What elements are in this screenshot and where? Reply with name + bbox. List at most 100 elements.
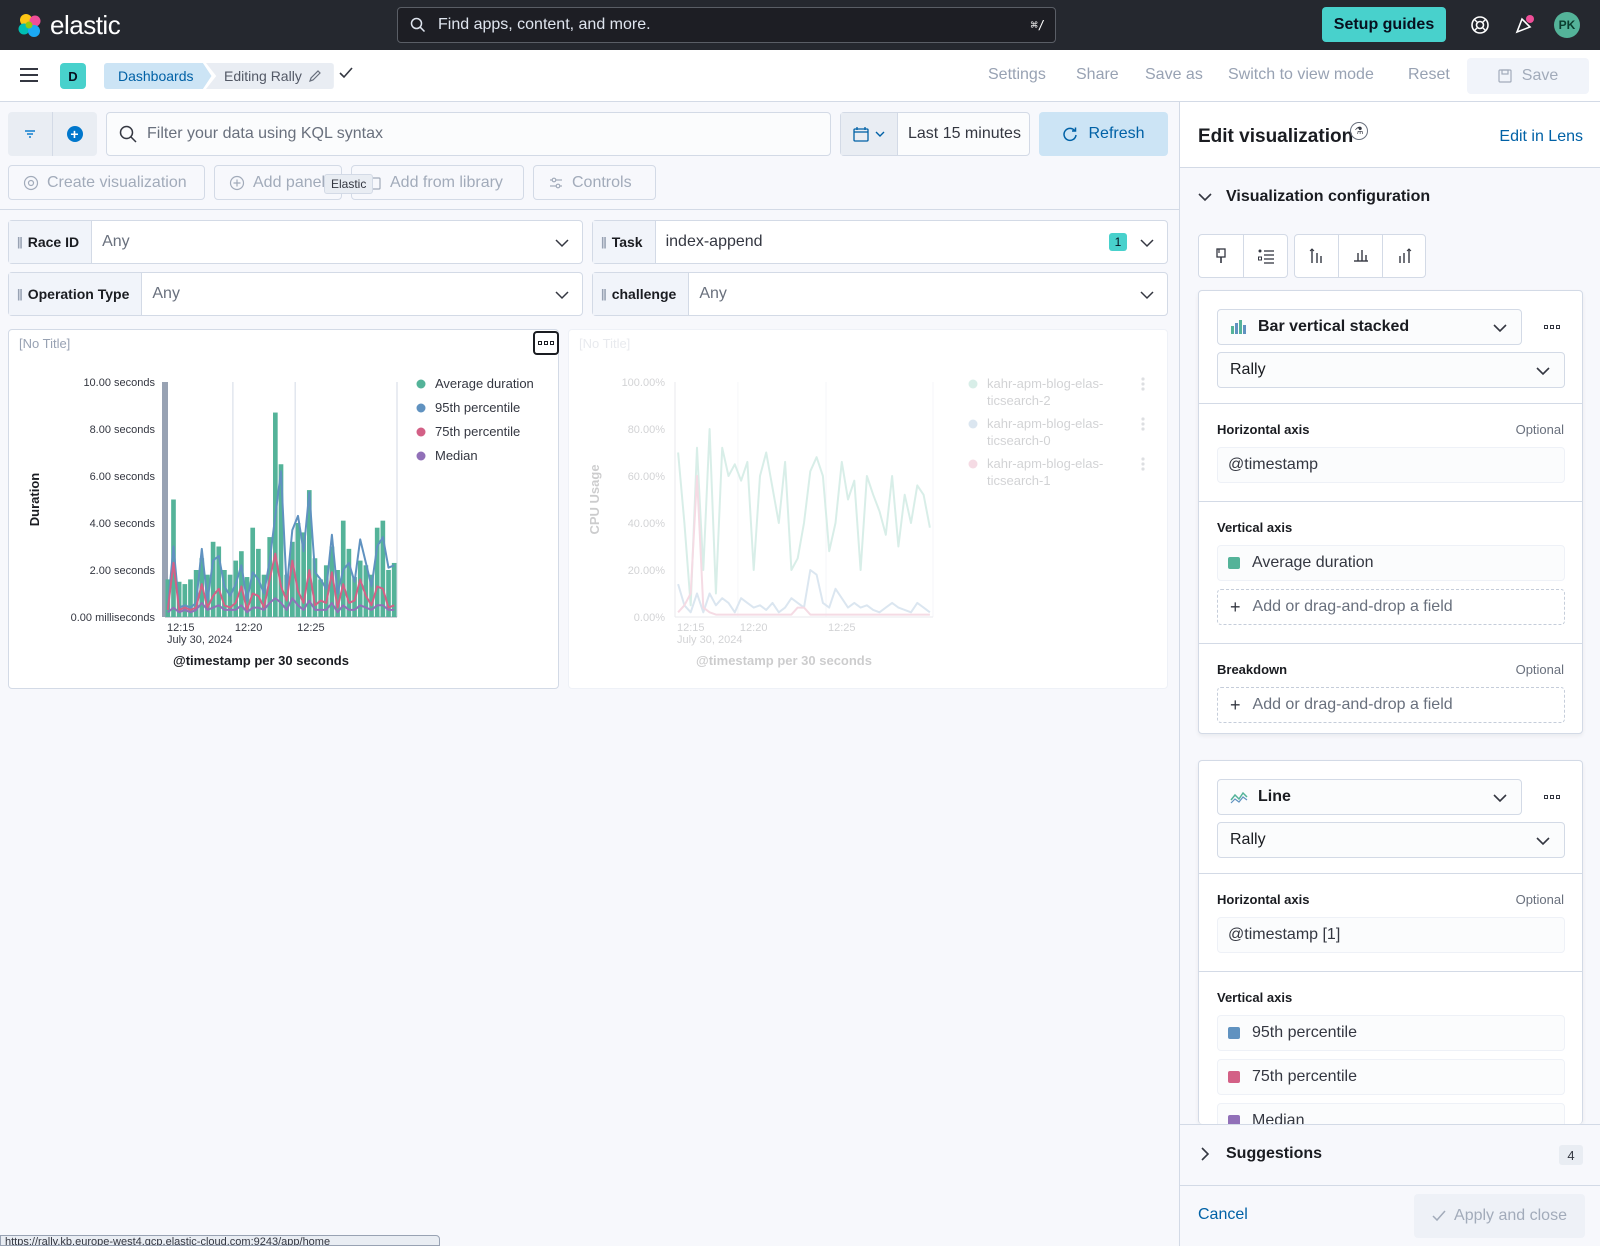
edit-in-lens-link[interactable]: Edit in Lens xyxy=(1499,128,1583,145)
elastic-logo[interactable]: elastic xyxy=(16,10,121,41)
legend-label: Median xyxy=(435,448,478,463)
line-chart[interactable]: 0.00% 20.00% 40.00% 60.00% 80.00% 100.00% 12:1… xyxy=(569,330,1167,688)
series-line xyxy=(166,470,395,609)
drag-handle-icon[interactable]: || xyxy=(601,235,607,249)
control-challenge[interactable]: || challenge Any xyxy=(592,272,1168,316)
right-axis-button[interactable] xyxy=(1381,235,1425,277)
refresh-label: Refresh xyxy=(1088,125,1145,142)
control-label: || Task xyxy=(593,221,656,263)
panel-title: [No Title] xyxy=(579,336,631,351)
data-view-select[interactable]: Rally xyxy=(1217,352,1565,388)
add-filter-button[interactable]: + xyxy=(52,112,96,156)
horizontal-axis-field[interactable]: @timestamp [1] xyxy=(1217,917,1565,953)
switch-view-mode-link[interactable]: Switch to view mode xyxy=(1228,66,1374,83)
bottom-axis-button[interactable] xyxy=(1338,235,1381,277)
x-tick-label: 12:15 xyxy=(167,622,195,634)
help-icon[interactable] xyxy=(1468,13,1492,37)
left-axis-button[interactable] xyxy=(1295,235,1338,277)
chart-type-select[interactable]: Bar vertical stacked xyxy=(1217,309,1522,345)
kql-search-input[interactable]: Filter your data using KQL syntax xyxy=(106,112,831,156)
bar xyxy=(386,570,391,617)
divider xyxy=(1199,971,1582,972)
selection-count-badge: 1 xyxy=(1109,233,1127,251)
control-value: Any xyxy=(152,285,180,302)
divider xyxy=(1199,403,1582,404)
layer-options-icon[interactable] xyxy=(1537,317,1567,337)
control-label: || challenge xyxy=(593,273,690,315)
add-from-library-button[interactable]: Add from library xyxy=(351,165,524,200)
time-range-label[interactable]: Last 15 minutes xyxy=(908,125,1021,142)
field-name: 95th percentile xyxy=(1252,1024,1357,1041)
legend-settings-button[interactable] xyxy=(1243,235,1287,277)
user-avatar[interactable]: PK xyxy=(1554,12,1580,38)
control-operation-type[interactable]: || Operation Type Any xyxy=(8,272,583,316)
space-avatar[interactable]: D xyxy=(60,63,86,89)
share-link[interactable]: Share xyxy=(1076,66,1119,83)
legend-label: kahr-apm-blog-elas- xyxy=(987,376,1103,391)
confirm-title-icon[interactable] xyxy=(338,65,354,86)
y-tick-label: 4.00 seconds xyxy=(90,518,156,530)
panel-line-chart[interactable]: [No Title] 0.00% 20.00% 40.00% 60.00% 80.00%… xyxy=(568,329,1168,689)
x-sub-label: July 30, 2024 xyxy=(167,634,232,646)
save-button[interactable]: Save xyxy=(1467,58,1589,94)
global-search-input[interactable]: Find apps, content, and more. ⌘/ xyxy=(397,7,1056,43)
controls-icon xyxy=(550,177,562,188)
add-field-button[interactable]: + Add or drag-and-drop a field xyxy=(1217,589,1565,625)
chart-type-label: Bar vertical stacked xyxy=(1258,318,1410,335)
filter-buttons-group: + xyxy=(8,112,97,156)
drag-handle-icon[interactable]: || xyxy=(17,235,23,249)
legend-swatch xyxy=(416,451,426,461)
panel-bar-chart[interactable]: [No Title] 0.00 milliseconds 2.00 seconds… xyxy=(8,329,559,689)
panel-options-icon[interactable] xyxy=(533,331,559,355)
create-visualization-button[interactable]: Create visualization xyxy=(8,165,205,200)
reset-link[interactable]: Reset xyxy=(1408,66,1450,83)
axis-left-icon xyxy=(1309,248,1322,263)
bar xyxy=(374,527,380,617)
quick-select-button[interactable] xyxy=(841,113,898,155)
setup-guides-button[interactable]: Setup guides xyxy=(1322,7,1446,42)
suggestions-accordion[interactable]: Suggestions 4 xyxy=(1180,1124,1600,1186)
data-view-select[interactable]: Rally xyxy=(1217,822,1565,858)
breadcrumb-dashboards[interactable]: Dashboards xyxy=(104,63,212,89)
filter-menu-button[interactable] xyxy=(8,112,52,156)
cancel-button[interactable]: Cancel xyxy=(1198,1206,1248,1223)
suggestions-header[interactable]: Suggestions xyxy=(1198,1145,1322,1163)
visual-options-button[interactable] xyxy=(1199,235,1243,277)
x-tick-label: 12:25 xyxy=(828,622,856,634)
add-panel-button[interactable]: Add panel xyxy=(214,165,342,200)
drag-handle-icon[interactable]: || xyxy=(601,287,607,301)
date-picker[interactable]: Last 15 minutes xyxy=(840,112,1030,156)
refresh-button[interactable]: Refresh xyxy=(1039,112,1168,156)
optional-label: Optional xyxy=(1515,662,1564,677)
search-shortcut: ⌘/ xyxy=(1030,18,1045,32)
y-tick-label: 0.00 milliseconds xyxy=(71,612,156,624)
control-task[interactable]: || Task index-append 1 xyxy=(592,220,1168,264)
controls-button[interactable]: Controls xyxy=(533,165,656,200)
hamburger-menu-icon[interactable] xyxy=(20,68,38,82)
layer-options-icon[interactable] xyxy=(1537,787,1567,807)
y-tick-label: 100.00% xyxy=(622,377,666,389)
layer-panel-bar: Bar vertical stacked Rally Horizontal ax… xyxy=(1198,290,1583,734)
visualization-configuration-accordion[interactable]: Visualization configuration xyxy=(1198,188,1430,206)
chart-type-select[interactable]: Line xyxy=(1217,779,1522,815)
bar-chart[interactable]: 0.00 milliseconds 2.00 seconds 4.00 second… xyxy=(9,330,558,688)
add-breakdown-button[interactable]: + Add or drag-and-drop a field xyxy=(1217,687,1565,723)
vertical-axis-field[interactable]: Median xyxy=(1217,1103,1565,1124)
settings-link[interactable]: Settings xyxy=(988,66,1046,83)
vertical-axis-field[interactable]: Average duration xyxy=(1217,545,1565,581)
control-race-id[interactable]: || Race ID Any xyxy=(8,220,583,264)
vertical-axis-field[interactable]: 95th percentile xyxy=(1217,1015,1565,1051)
save-as-link[interactable]: Save as xyxy=(1145,66,1203,83)
breakdown-label: Breakdown xyxy=(1217,662,1288,677)
chevron-down-icon xyxy=(1536,837,1550,846)
legend-swatch xyxy=(968,419,978,429)
apply-and-close-button[interactable]: Apply and close xyxy=(1414,1194,1585,1238)
vertical-axis-field[interactable]: 75th percentile xyxy=(1217,1059,1565,1095)
drag-handle-icon[interactable]: || xyxy=(17,287,23,301)
legend-swatch xyxy=(968,459,978,469)
breadcrumb-current[interactable]: Editing Rally xyxy=(206,63,334,89)
news-feed-icon[interactable] xyxy=(1512,13,1536,37)
y-tick-label: 20.00% xyxy=(628,565,666,577)
divider xyxy=(1199,643,1582,644)
horizontal-axis-field[interactable]: @timestamp xyxy=(1217,447,1565,483)
